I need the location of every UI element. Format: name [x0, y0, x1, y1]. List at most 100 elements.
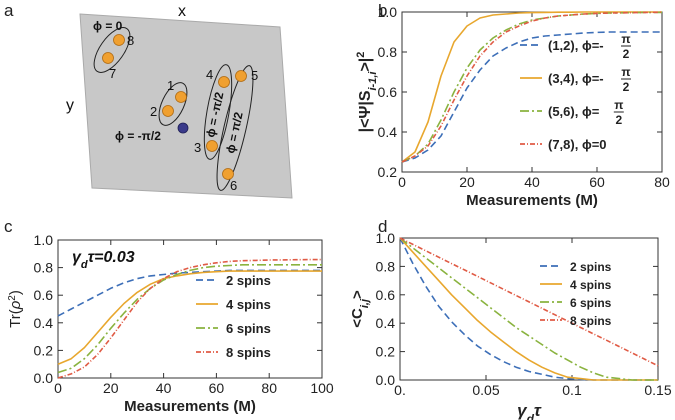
- series-line-4: [57, 258, 322, 379]
- x-tick-label: 60: [209, 380, 225, 396]
- y-tick-label: 1.0: [34, 232, 54, 248]
- panel-a-schematic: x y ϕ = 0 8 7 1 2 ϕ = -π/2 4 3 ϕ = -π/2 …: [66, 3, 293, 199]
- phase-label-pair78: ϕ = 0: [93, 19, 123, 33]
- y-tick-label: 0.0: [34, 370, 54, 386]
- panel-a-label: a: [4, 1, 14, 20]
- panel-d-label: d: [378, 217, 387, 236]
- pair-12-ellipse: [158, 82, 188, 126]
- spin-6: [222, 168, 234, 180]
- y-tick-label: 0.2: [34, 342, 54, 358]
- y-tick-label: 0.4: [378, 124, 398, 140]
- y-axis-label: <Ci,j>: [349, 290, 371, 328]
- chart-annotation: γdτ=0.03: [72, 249, 135, 271]
- legend-label: 4 spins: [226, 297, 271, 312]
- y-tick-label: 0.2: [376, 344, 396, 360]
- x-tick-label: 60: [589, 174, 605, 190]
- axis-y-label: y: [66, 97, 74, 114]
- spin-8: [113, 34, 125, 46]
- y-tick-label: 0.4: [376, 315, 396, 331]
- spin-7-label: 7: [109, 66, 116, 81]
- plot-frame: [57, 239, 323, 379]
- legend-label: 6 spins: [226, 321, 271, 336]
- x-tick-label: 20: [103, 380, 119, 396]
- legend-label: (3,4), ϕ=-: [548, 71, 604, 86]
- legend-frac-num: π: [614, 98, 623, 112]
- x-tick-label: 0.05: [472, 382, 499, 398]
- x-axis-label: Measurements (M): [124, 398, 256, 415]
- y-tick-label: 1.0: [378, 4, 398, 20]
- series-line-3: [399, 237, 658, 381]
- panel-b-label: b: [378, 1, 387, 20]
- x-tick-label: 0: [398, 174, 406, 190]
- series-line-2: [57, 270, 322, 365]
- axis-x-label: x: [178, 3, 186, 20]
- spin-3: [206, 140, 218, 152]
- chart-d: 0. 0.05 0.1 0.15 0.0 0.2 0.4 0.6 0.8 1.0 γdτ <Ci,j>…: [349, 230, 672, 420]
- chart-c: 0 20 40 60 80 100 0.0 0.2 0.4 0.6 0.8 1.0 Measuremen…: [7, 232, 334, 415]
- y-tick-label: 0.4: [34, 315, 54, 331]
- spin-3-label: 3: [194, 140, 201, 155]
- spin-4: [218, 76, 230, 88]
- spin-1-label: 1: [167, 78, 174, 93]
- x-tick-label: 0: [54, 380, 62, 396]
- x-tick-label: 0.1: [562, 382, 582, 398]
- y-tick-label: 0.8: [378, 44, 398, 60]
- pair-78-ellipse: [93, 27, 131, 73]
- plot-frame: [399, 237, 659, 381]
- series-line-4: [401, 11, 663, 163]
- panel-c-label: c: [4, 217, 13, 236]
- y-tick-label: 0.2: [378, 164, 398, 180]
- chart-b: 0 20 40 60 80 0.2 0.4 0.6 0.8 1.0 Measurements (M)…: [355, 4, 670, 209]
- spin-5: [235, 70, 247, 82]
- legend-label: 8 spins: [226, 345, 271, 360]
- x-tick-label: 80: [654, 174, 670, 190]
- spin-5-label: 5: [251, 68, 258, 83]
- x-tick-label: 20: [459, 174, 475, 190]
- y-tick-label: 1.0: [376, 230, 396, 246]
- y-tick-label: 0.8: [376, 258, 396, 274]
- spin-plane: [79, 13, 293, 199]
- spin-4-label: 4: [206, 67, 213, 82]
- y-tick-label: 0.6: [378, 84, 398, 100]
- x-axis-label: Measurements (M): [466, 192, 598, 209]
- spin-7: [102, 52, 114, 64]
- x-tick-label: 40: [156, 380, 172, 396]
- legend-label: 2 spins: [226, 273, 271, 288]
- legend-frac-den: 2: [623, 80, 630, 94]
- legend-label: (1,2), ϕ=-: [548, 38, 604, 53]
- legend-label: (7,8), ϕ=0: [548, 137, 607, 152]
- series-line-2: [401, 11, 662, 163]
- x-tick-label: 0.: [394, 382, 406, 398]
- central-spin: [177, 122, 189, 134]
- x-tick-label: 40: [524, 174, 540, 190]
- spin-2: [162, 105, 174, 117]
- legend-label: 8 spins: [570, 314, 612, 328]
- legend-label: 2 spins: [570, 260, 612, 274]
- x-tick-label: 0.15: [644, 382, 671, 398]
- series-line-4: [399, 237, 659, 367]
- legend-label: 4 spins: [570, 278, 612, 292]
- y-axis-label: Tr(ρ2): [7, 290, 25, 328]
- y-axis-label: |<Ψ|Si-1,i>|2: [355, 52, 379, 133]
- y-tick-label: 0.6: [376, 287, 396, 303]
- legend-frac-num: π: [621, 65, 630, 79]
- spin-8-label: 8: [127, 33, 134, 48]
- phase-label-pair12: ϕ = -π/2: [115, 129, 161, 143]
- legend-frac-den: 2: [623, 47, 630, 61]
- spin-1: [175, 91, 187, 103]
- pair-34-ellipse: [203, 64, 233, 160]
- y-tick-label: 0.6: [34, 287, 54, 303]
- legend-frac-num: π: [621, 32, 630, 46]
- pair-56-ellipse: [216, 65, 254, 191]
- x-axis-label: γdτ: [517, 401, 542, 420]
- y-tick-label: 0.0: [376, 372, 396, 388]
- series-line-1: [401, 31, 662, 163]
- legend-label: (5,6), ϕ=: [548, 104, 600, 119]
- series-line-2: [399, 237, 658, 381]
- y-tick-label: 0.8: [34, 260, 54, 276]
- x-tick-label: 80: [261, 380, 277, 396]
- spin-6-label: 6: [230, 178, 237, 193]
- x-tick-label: 100: [310, 380, 334, 396]
- legend-label: 6 spins: [570, 296, 612, 310]
